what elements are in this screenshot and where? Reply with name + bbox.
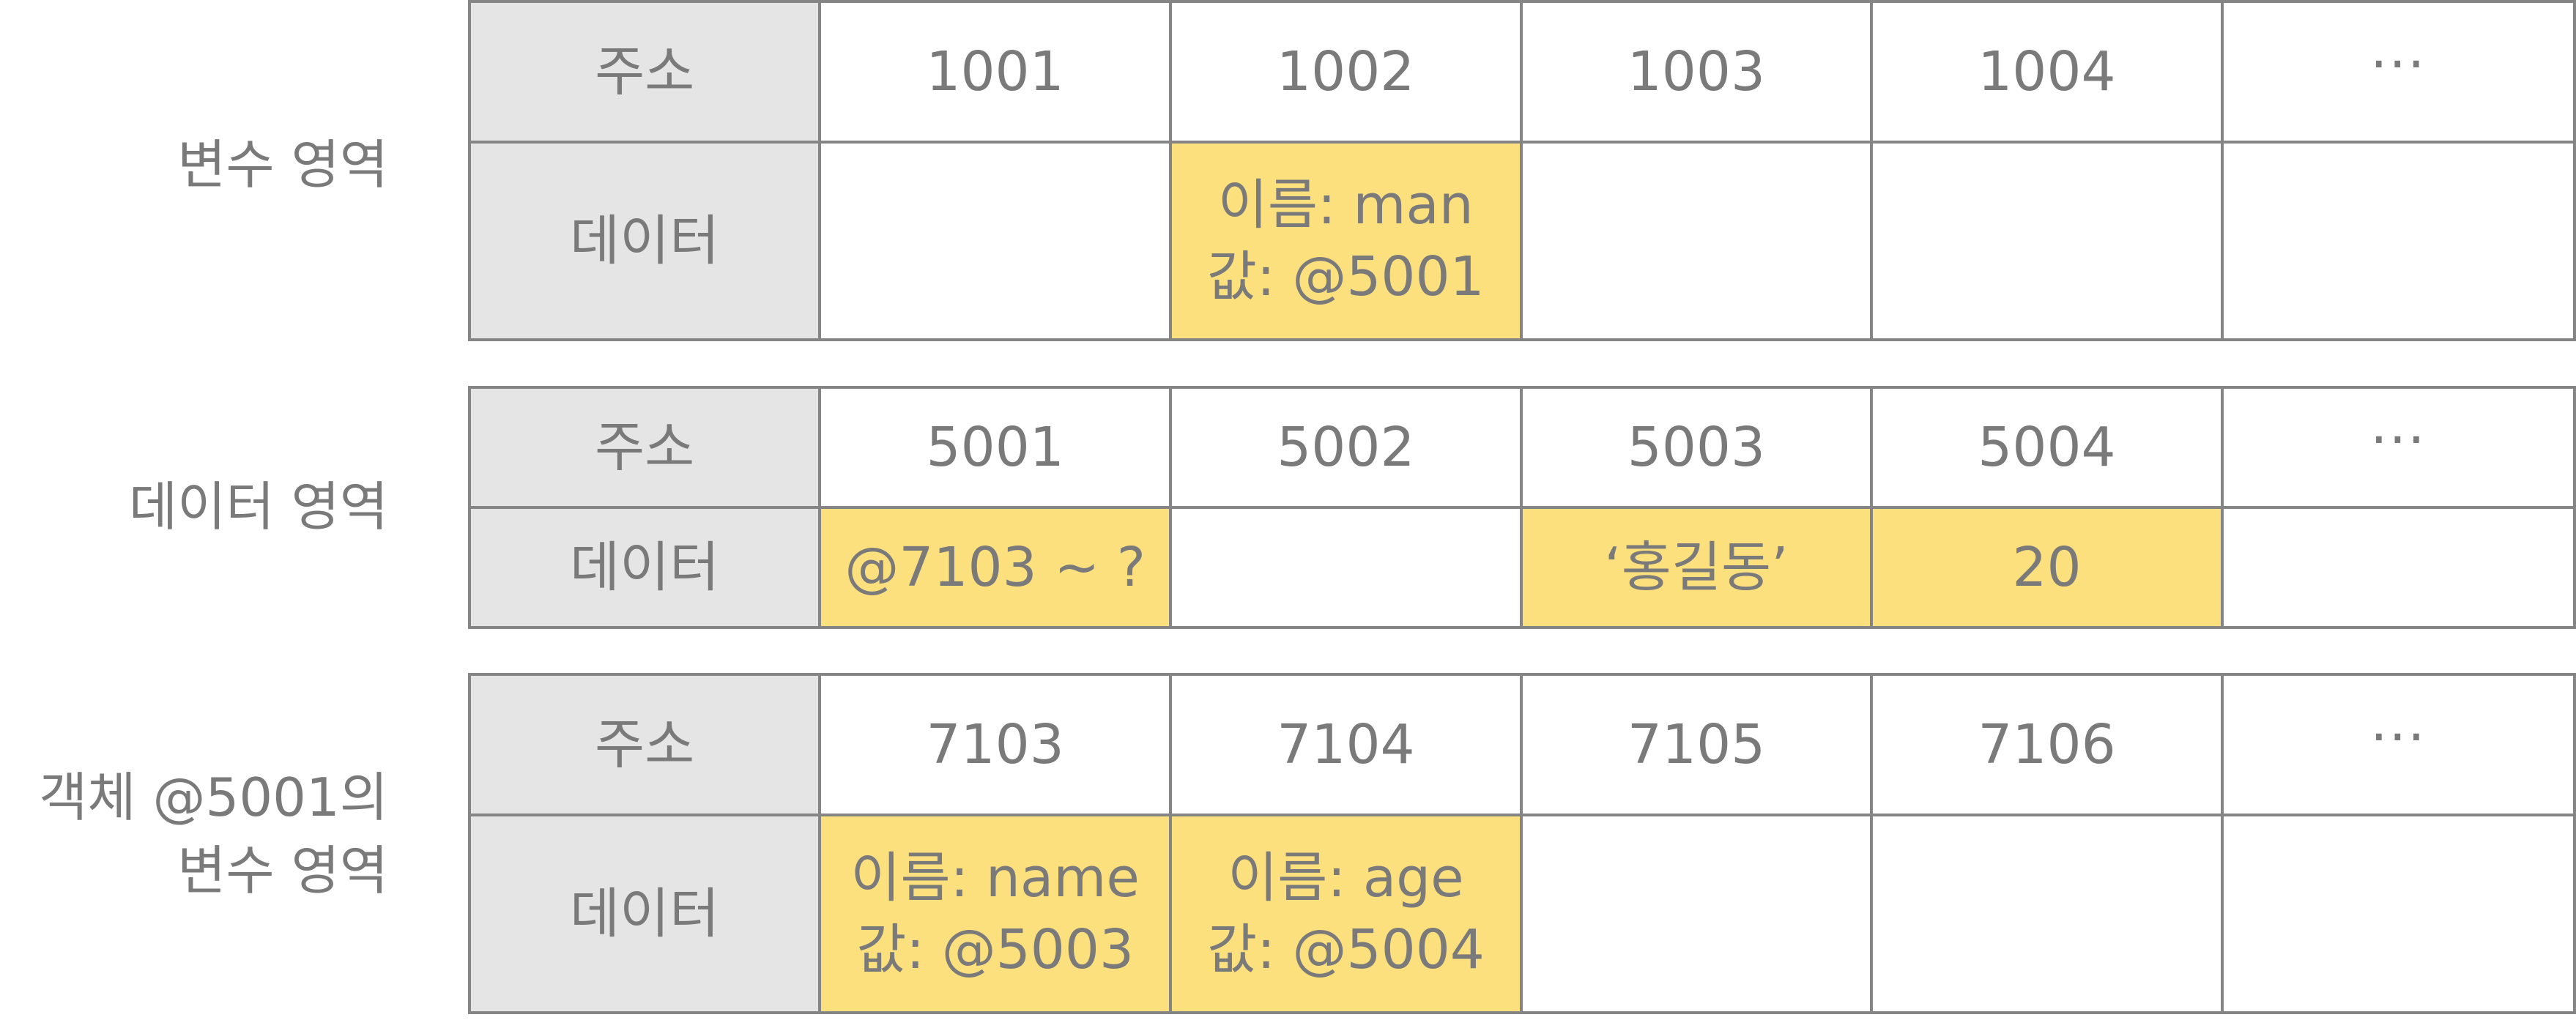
data-cell-line: @7103 ~ ? (845, 536, 1146, 599)
section-label: 객체 @5001의 변수 영역 (39, 761, 388, 907)
data-row: 데이터 이름: name 값: @5003 이름: age 값: @5004 (467, 814, 2576, 1014)
address-cell: 7106 (1870, 673, 2224, 816)
data-cell-highlighted: @7103 ~ ? (818, 506, 1173, 629)
data-cell-highlighted: 이름: age 값: @5004 (1169, 814, 1523, 1014)
address-row: 주소 5001 5002 5003 5004 ··· (467, 386, 2576, 509)
data-header: 데이터 (467, 141, 822, 341)
address-cell: 7105 (1519, 673, 1874, 816)
data-cell-line: ‘홍길동’ (1604, 536, 1789, 599)
section-label: 데이터 영역 (129, 470, 388, 543)
address-cell: 7103 (818, 673, 1173, 816)
address-cell: 1001 (818, 0, 1172, 144)
data-cell (1870, 141, 2224, 341)
data-cell (818, 141, 1172, 341)
section-label-line: 변수 영역 (177, 134, 388, 196)
memory-table: 주소 1001 1002 1003 1004 ··· 데이터 이름: man 값… (467, 0, 2576, 341)
data-cell-highlighted: 이름: man 값: @5001 (1168, 141, 1523, 341)
address-ellipsis: ··· (2220, 673, 2576, 816)
address-cell: 1003 (1519, 0, 1874, 144)
data-cell-highlighted: 20 (1870, 506, 2224, 629)
data-row: 데이터 @7103 ~ ? ‘홍길동’ 20 (467, 506, 2576, 629)
data-cell-line: 이름: name (850, 846, 1140, 909)
address-header: 주소 (467, 673, 822, 816)
address-cell: 5001 (818, 386, 1173, 509)
section-label-line: 데이터 영역 (128, 476, 388, 537)
data-cell (1169, 506, 1523, 629)
address-row: 주소 1001 1002 1003 1004 ··· (467, 0, 2576, 144)
object-variable-area-section: 객체 @5001의 변수 영역 주소 7103 7104 7105 7106 ·… (0, 673, 2576, 1014)
address-cell: 1002 (1168, 0, 1523, 144)
data-cell-line: 값: @5001 (1206, 245, 1485, 308)
variable-area-section: 변수 영역 주소 1001 1002 1003 1004 ··· 데이터 이름:… (0, 0, 2576, 341)
section-label-line: 객체 @5001의 (39, 767, 388, 828)
address-cell: 7104 (1169, 673, 1523, 816)
data-row: 데이터 이름: man 값: @5001 (467, 141, 2576, 341)
address-ellipsis: ··· (2220, 0, 2576, 144)
data-cell (2220, 814, 2576, 1014)
data-cell-line: 값: @5003 (856, 918, 1135, 981)
address-ellipsis: ··· (2220, 386, 2576, 509)
memory-table: 주소 7103 7104 7105 7106 ··· 데이터 이름: name … (467, 673, 2576, 1014)
address-header: 주소 (467, 386, 822, 509)
data-cell (2220, 141, 2576, 341)
data-cell-highlighted: ‘홍길동’ (1519, 506, 1874, 629)
data-cell-line: 20 (2012, 536, 2082, 599)
data-cell-line: 이름: age (1228, 846, 1464, 909)
address-row: 주소 7103 7104 7105 7106 ··· (467, 673, 2576, 816)
address-cell: 5004 (1870, 386, 2224, 509)
address-header: 주소 (467, 0, 822, 144)
data-cell (1870, 814, 2224, 1014)
data-cell (1519, 814, 1874, 1014)
section-label-line: 변수 영역 (177, 840, 388, 901)
data-header: 데이터 (467, 814, 822, 1014)
data-cell-highlighted: 이름: name 값: @5003 (818, 814, 1173, 1014)
data-cell-line: 값: @5004 (1207, 918, 1485, 981)
address-cell: 1004 (1870, 0, 2224, 144)
data-header: 데이터 (467, 506, 822, 629)
address-cell: 5003 (1519, 386, 1874, 509)
memory-table: 주소 5001 5002 5003 5004 ··· 데이터 @7103 ~ ?… (467, 386, 2576, 629)
section-label: 변수 영역 (177, 128, 388, 201)
data-area-section: 데이터 영역 주소 5001 5002 5003 5004 ··· 데이터 @7… (0, 386, 2576, 629)
data-cell (2220, 506, 2576, 629)
data-cell (1519, 141, 1874, 341)
address-cell: 5002 (1169, 386, 1523, 509)
data-cell-line: 이름: man (1217, 174, 1474, 237)
